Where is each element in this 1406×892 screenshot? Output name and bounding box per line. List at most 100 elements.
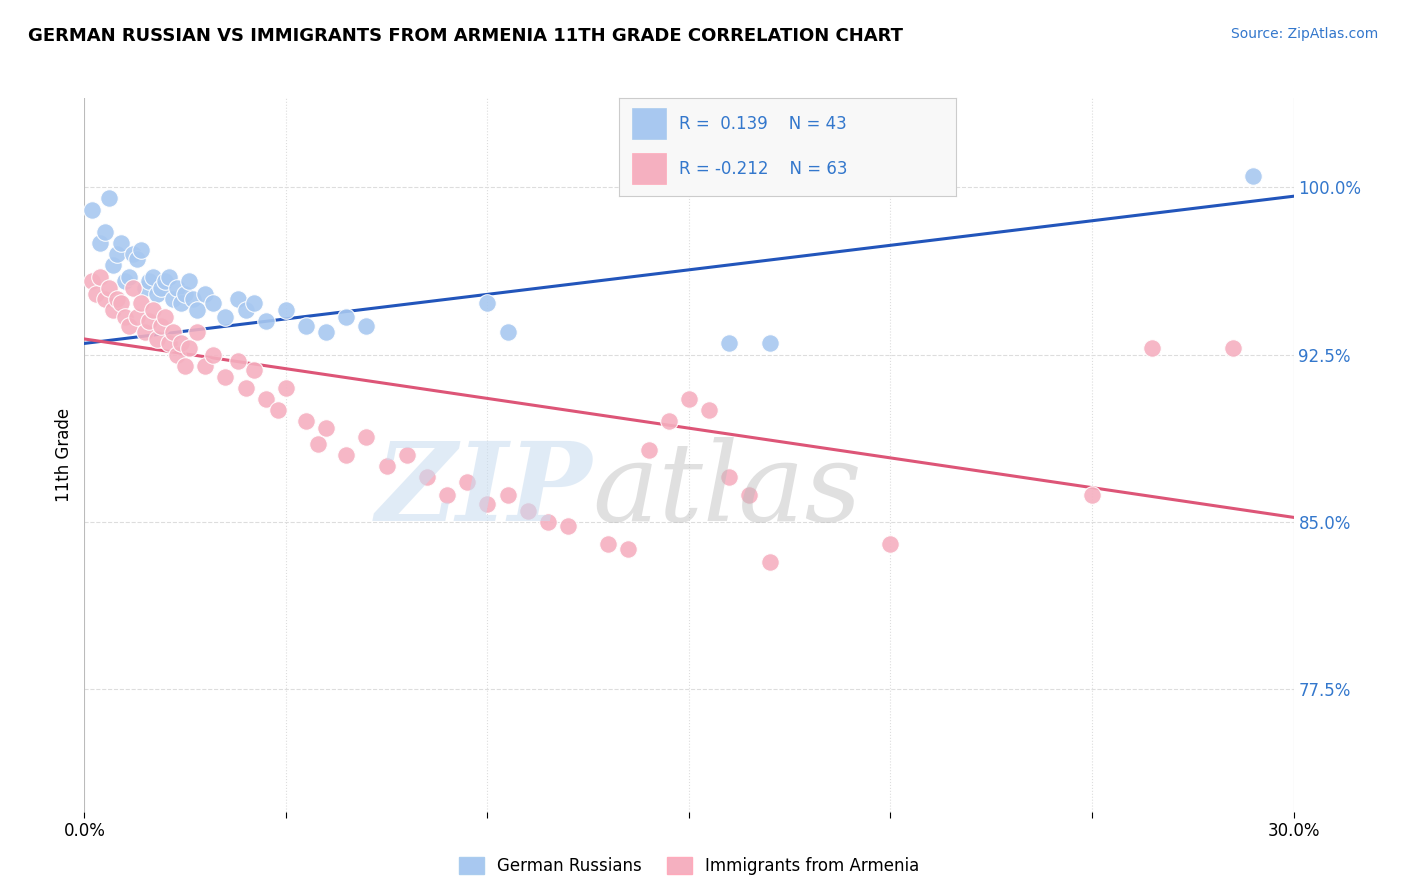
FancyBboxPatch shape — [633, 108, 666, 139]
Point — [356, 318, 378, 333]
Point — [138, 314, 160, 328]
Point — [295, 414, 318, 429]
Point — [101, 303, 124, 318]
Point — [181, 292, 204, 306]
Point — [134, 325, 156, 339]
Point — [134, 281, 156, 295]
Point — [758, 336, 780, 351]
Point — [416, 470, 439, 484]
Point — [718, 336, 741, 351]
Point — [617, 541, 640, 556]
Point — [114, 310, 136, 324]
Point — [142, 303, 165, 318]
Point — [738, 488, 761, 502]
Point — [1081, 488, 1104, 502]
Point — [149, 281, 172, 295]
Point — [356, 430, 378, 444]
Point — [186, 303, 208, 318]
Point — [97, 192, 120, 206]
Point — [170, 296, 193, 310]
Point — [235, 381, 257, 395]
Point — [162, 292, 184, 306]
Point — [138, 274, 160, 288]
Legend: German Russians, Immigrants from Armenia: German Russians, Immigrants from Armenia — [451, 850, 927, 882]
Point — [1222, 341, 1244, 355]
Point — [758, 555, 780, 569]
Point — [598, 537, 620, 551]
Point — [235, 303, 257, 318]
Point — [142, 269, 165, 284]
Point — [477, 296, 499, 310]
Point — [335, 310, 357, 324]
Point — [335, 448, 357, 462]
Point — [121, 247, 143, 261]
Text: atlas: atlas — [592, 437, 862, 544]
Point — [179, 274, 201, 288]
Point — [226, 354, 249, 368]
Point — [254, 392, 277, 407]
Point — [82, 274, 104, 288]
Point — [170, 336, 193, 351]
Point — [315, 325, 337, 339]
Point — [162, 325, 184, 339]
Text: R = -0.212    N = 63: R = -0.212 N = 63 — [679, 160, 848, 178]
Point — [879, 537, 901, 551]
Point — [697, 403, 720, 417]
Point — [678, 392, 700, 407]
Y-axis label: 11th Grade: 11th Grade — [55, 408, 73, 502]
Point — [174, 287, 197, 301]
Point — [194, 359, 217, 373]
Point — [658, 414, 681, 429]
Point — [202, 348, 225, 362]
Point — [166, 281, 188, 295]
Point — [93, 225, 115, 239]
Point — [105, 292, 128, 306]
Point — [718, 470, 741, 484]
Point — [295, 318, 318, 333]
Point — [153, 310, 176, 324]
Point — [1241, 169, 1264, 184]
Point — [496, 488, 519, 502]
Point — [214, 370, 236, 384]
Point — [202, 296, 225, 310]
Point — [179, 341, 201, 355]
Point — [146, 332, 169, 346]
Point — [274, 303, 297, 318]
Point — [1142, 341, 1164, 355]
Point — [456, 475, 478, 489]
Point — [557, 519, 579, 533]
Point — [226, 292, 249, 306]
Point — [395, 448, 418, 462]
Point — [166, 348, 188, 362]
Point — [129, 243, 152, 257]
Text: GERMAN RUSSIAN VS IMMIGRANTS FROM ARMENIA 11TH GRADE CORRELATION CHART: GERMAN RUSSIAN VS IMMIGRANTS FROM ARMENI… — [28, 27, 903, 45]
Point — [86, 287, 108, 301]
Point — [242, 296, 264, 310]
Text: ZIP: ZIP — [375, 437, 592, 544]
Point — [375, 459, 398, 474]
Point — [114, 274, 136, 288]
FancyBboxPatch shape — [633, 153, 666, 185]
Point — [307, 436, 329, 450]
Point — [242, 363, 264, 377]
Point — [315, 421, 337, 435]
Point — [118, 318, 141, 333]
Text: Source: ZipAtlas.com: Source: ZipAtlas.com — [1230, 27, 1378, 41]
Point — [157, 269, 180, 284]
Point — [129, 296, 152, 310]
Point — [496, 325, 519, 339]
Point — [174, 359, 197, 373]
Point — [157, 336, 180, 351]
Point — [149, 318, 172, 333]
Point — [89, 236, 111, 251]
Point — [121, 281, 143, 295]
Point — [97, 281, 120, 295]
Point — [477, 497, 499, 511]
Point — [146, 287, 169, 301]
Point — [186, 325, 208, 339]
Point — [153, 274, 176, 288]
Point — [89, 269, 111, 284]
Point — [194, 287, 217, 301]
Point — [118, 269, 141, 284]
Point — [214, 310, 236, 324]
